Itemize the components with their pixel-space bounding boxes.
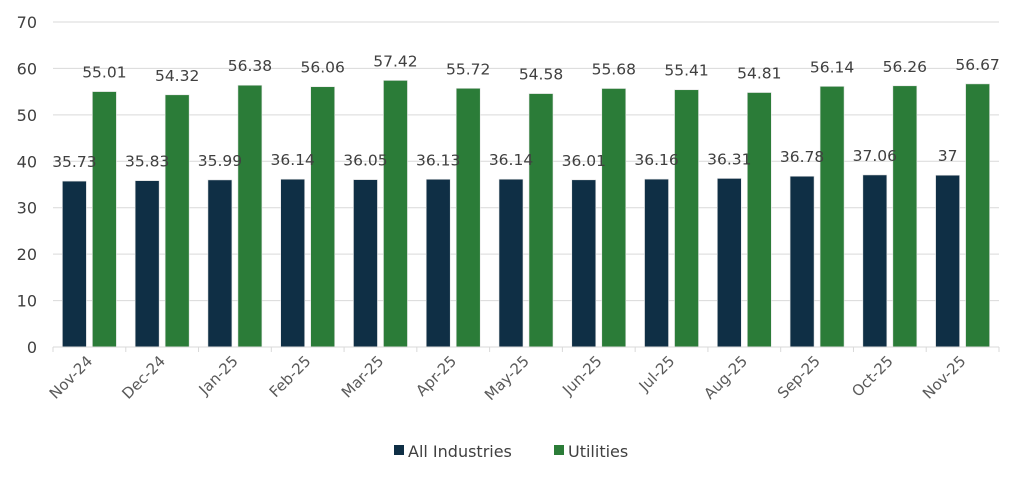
y-tick-label: 0 <box>27 338 37 357</box>
data-label: 37 <box>938 147 958 165</box>
data-label: 36.13 <box>416 151 460 169</box>
bar-all-industries <box>62 180 87 348</box>
y-axis: 0 10 20 30 40 50 60 70 <box>17 13 37 357</box>
y-tick-label: 40 <box>17 152 37 171</box>
x-tick-label: Aug-25 <box>700 352 751 403</box>
data-label: 36.05 <box>343 152 387 170</box>
x-tick-label: Oct-25 <box>848 352 896 400</box>
y-tick-label: 50 <box>17 106 37 125</box>
legend: All Industries Utilities <box>394 442 628 461</box>
data-label: 56.38 <box>228 57 272 75</box>
data-label: 36.78 <box>780 148 824 166</box>
x-axis: Nov-24 Dec-24 Jan-25 Feb-25 Mar-25 Apr-25 May-… <box>46 346 1000 404</box>
data-labels: 35.73 35.83 35.99 36.14 36.05 36.13 36.14 36.01… <box>52 52 1000 171</box>
x-tick-label: Feb-25 <box>266 352 315 401</box>
bar-utilities <box>892 85 918 348</box>
y-tick-label: 10 <box>17 292 37 311</box>
bar-utilities <box>310 86 335 348</box>
x-tick-label: Jan-25 <box>195 352 242 399</box>
x-tick-label: Apr-25 <box>412 352 460 400</box>
x-tick-label: Mar-25 <box>338 352 387 401</box>
data-label: 56.67 <box>955 56 999 74</box>
data-label: 36.16 <box>634 151 678 169</box>
bar-all-industries <box>498 178 524 348</box>
x-tick-label: Jun-25 <box>558 352 605 399</box>
legend-swatch <box>394 445 404 455</box>
x-tick-label: Sep-25 <box>774 352 824 402</box>
data-label: 36.01 <box>562 152 606 170</box>
bar-all-industries <box>717 178 742 348</box>
x-tick-label: Nov-24 <box>46 352 96 402</box>
data-label: 56.26 <box>883 58 927 76</box>
y-tick-label: 70 <box>17 13 37 32</box>
bar-utilities <box>601 88 627 348</box>
y-tick-label: 30 <box>17 199 37 218</box>
bar-all-industries <box>207 179 233 348</box>
data-label: 54.81 <box>737 65 781 83</box>
bar-all-industries <box>862 174 888 348</box>
data-label: 54.58 <box>519 66 563 84</box>
bars <box>62 80 990 348</box>
data-label: 55.01 <box>82 64 126 82</box>
data-label: 54.32 <box>155 67 199 85</box>
data-label: 36.14 <box>271 151 315 169</box>
data-label: 35.99 <box>198 152 242 170</box>
data-label: 36.31 <box>707 150 751 168</box>
data-label: 36.14 <box>489 151 533 169</box>
bar-all-industries <box>935 174 960 348</box>
y-tick-label: 20 <box>17 245 37 264</box>
bar-utilities <box>455 88 481 348</box>
bar-utilities <box>965 83 990 348</box>
bar-utilities <box>237 84 263 348</box>
y-tick-label: 60 <box>17 59 37 78</box>
x-tick-label: Nov-25 <box>919 352 969 402</box>
bar-all-industries <box>280 178 305 348</box>
legend-swatch <box>554 445 564 455</box>
bar-utilities <box>528 93 554 348</box>
bar-all-industries <box>644 178 669 348</box>
legend-label: Utilities <box>568 442 628 461</box>
bar-utilities <box>164 94 190 348</box>
data-label: 37.06 <box>853 147 897 165</box>
x-tick-label: Dec-24 <box>118 352 169 403</box>
bar-utilities <box>383 80 408 348</box>
legend-label: All Industries <box>408 442 512 461</box>
data-label: 57.42 <box>373 52 417 70</box>
data-label: 55.68 <box>592 60 636 78</box>
data-label: 55.72 <box>446 60 490 78</box>
x-tick-label: Jul-25 <box>635 352 679 396</box>
bar-utilities <box>819 86 845 348</box>
bar-utilities <box>92 91 117 348</box>
data-label: 35.83 <box>125 153 169 171</box>
bar-all-industries <box>134 180 160 348</box>
bar-all-industries <box>571 179 597 348</box>
bar-all-industries <box>353 179 378 348</box>
data-label: 56.06 <box>301 59 345 77</box>
x-tick-label: May-25 <box>481 352 533 404</box>
data-label: 56.14 <box>810 58 854 76</box>
bar-all-industries <box>789 175 815 348</box>
data-label: 55.41 <box>664 62 708 80</box>
data-label: 35.73 <box>52 153 96 171</box>
bar-all-industries <box>425 178 451 348</box>
bar-utilities <box>747 92 772 348</box>
bar-utilities <box>674 89 699 348</box>
